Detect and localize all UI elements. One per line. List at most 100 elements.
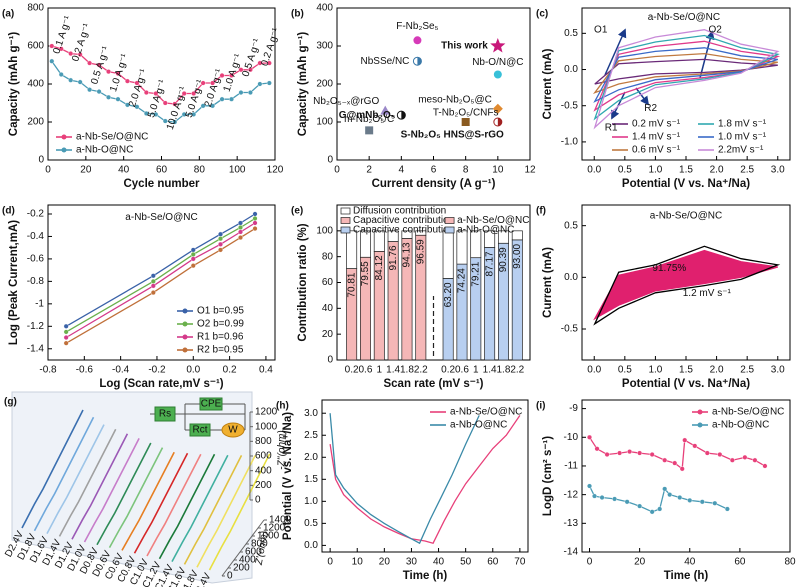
y-tick-label: 0.5 [304,518,318,529]
series-line [183,455,243,565]
legend-label: 1.4 mV s⁻¹ [632,132,681,143]
legend-marker [182,308,188,314]
series-line [146,453,202,557]
data-point [237,220,243,226]
x-tick-label: 40 [433,557,445,568]
x-tick-label: 4 [399,165,405,176]
value-label: 91.76 [388,245,399,270]
bar-segment [359,230,371,258]
legend-label: a-Nb-Se/O@NC [450,407,522,418]
series-line [171,454,229,562]
plot-pane [11,391,253,584]
x-tick-label: 2.2 [510,365,524,376]
plot-frame [581,399,791,553]
data-point [181,90,187,96]
bar-segment [401,230,413,239]
legend-label: O2 b=0.99 [197,319,244,330]
x-tick-label: 1.0 [648,165,662,176]
panel-label: (e) [291,206,303,217]
data-point [143,90,149,96]
series-line [71,433,129,540]
y-axis-title: Log (Peak Current,mA) [8,220,20,345]
legend-label: a-Nb-Se/O@NC [712,407,784,418]
value-label: 96.59 [415,239,426,264]
arrow [604,28,627,76]
data-point [704,450,710,456]
x-axis [221,519,265,577]
x-tick-label: 0.5 [618,165,632,176]
point-label: G@mNb₂O₅ [339,110,396,121]
x-tick-label: 20 [80,165,92,176]
data-point [190,251,196,257]
data-point [68,77,74,83]
data-point [68,51,74,57]
y-tick-label: 2.0 [304,452,318,463]
y-axis-title: Current (mA) [542,247,554,318]
value-label: 84.12 [374,255,385,280]
y-tick-label: 20 [322,329,334,340]
legend-label: O1 b=0.95 [197,306,244,317]
y-axis-title: Capacity (mAh g⁻¹) [297,32,309,137]
bar-segment [442,230,454,279]
series-line [593,40,781,112]
bar-segment [346,230,358,269]
legend-label: 1.8 mV s⁻¹ [718,119,767,130]
x-tick-label: 0.2 [345,365,359,376]
series-line [593,34,780,121]
legend-swatch [340,226,351,234]
x-tick-label: 1.0 [648,365,662,376]
value-label: 90.39 [498,247,509,272]
annotation: O2 [708,25,722,36]
y-tick-label: 0.5 [564,220,578,231]
x-tick-label: 0 [587,557,593,568]
value-label: 74.24 [457,268,468,293]
x-axis-title: Potential (V vs. Na⁺/Na) [622,378,750,390]
data-point [237,224,243,230]
y-tick-label: 600 [255,451,272,462]
x-tick-label: 0 [334,165,340,176]
x-axis-title: Scan rate (mV s⁻¹) [383,378,483,390]
circuit-label: W [228,425,238,436]
y-tick-label: 80 [322,251,334,262]
x-tick-label: 200 [233,563,250,574]
y-tick-label: 100 [316,225,333,236]
series-line [133,452,189,554]
x-tick-label: 60 [734,557,746,568]
x-axis-title: Time (h) [403,570,448,582]
annotation: 5.0 A g⁻¹ [146,78,169,119]
annotation: 2.0 A g⁻¹ [127,67,150,108]
series-line [593,47,779,103]
x-tick-label: 8 [463,165,469,176]
x-tick-label: 1.8 [400,365,414,376]
series-line [46,424,105,534]
legend-marker [182,347,188,353]
data-point [228,72,234,78]
data-point [637,450,643,456]
panel-label: (h) [276,401,289,412]
y-axis-title: Current (mA) [542,48,554,119]
data-point [667,492,673,498]
data-point [200,103,206,109]
x-tick-label: 3.0 [771,165,785,176]
data-point [624,499,630,505]
x-tick-label: 0.0 [186,365,200,376]
data-point [677,495,683,501]
point-label: T-Nb₂O₅/CNFs [433,108,499,119]
annotation: a-Nb-Se/O@NC [650,210,722,221]
x-tick-label: 1 [377,365,383,376]
x-tick-label: 2.0 [710,365,724,376]
data-point [412,56,422,66]
data-point [617,450,623,456]
value-label: 79.21 [470,261,481,286]
data-point [96,62,102,68]
point-label: m-Nb₂O₅/C [344,114,394,125]
y-tick-label: -10 [564,432,579,443]
series-line [21,409,84,529]
data-point [662,486,668,492]
annotation: 0.2 A g⁻¹ [70,22,93,63]
annotation: O1 [594,25,608,36]
series-line [593,245,781,326]
y-tick-label: 200 [255,480,272,491]
bar-segment [484,230,496,248]
arrow [635,87,650,106]
